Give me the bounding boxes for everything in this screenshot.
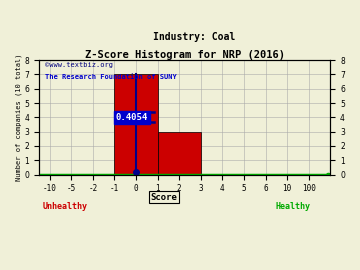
Bar (158, 131, 201, 174)
Y-axis label: Number of companies (10 total): Number of companies (10 total) (15, 53, 22, 181)
Text: ©www.textbiz.org: ©www.textbiz.org (45, 62, 113, 68)
Bar (114, 75, 158, 174)
Text: Industry: Coal: Industry: Coal (153, 32, 235, 42)
Title: Z-Score Histogram for NRP (2016): Z-Score Histogram for NRP (2016) (85, 50, 285, 60)
Text: Unhealthy: Unhealthy (42, 202, 87, 211)
Text: The Research Foundation of SUNY: The Research Foundation of SUNY (45, 74, 176, 80)
Text: 0.4054: 0.4054 (116, 113, 148, 122)
Text: Healthy: Healthy (275, 202, 310, 211)
Text: Score: Score (151, 193, 178, 202)
